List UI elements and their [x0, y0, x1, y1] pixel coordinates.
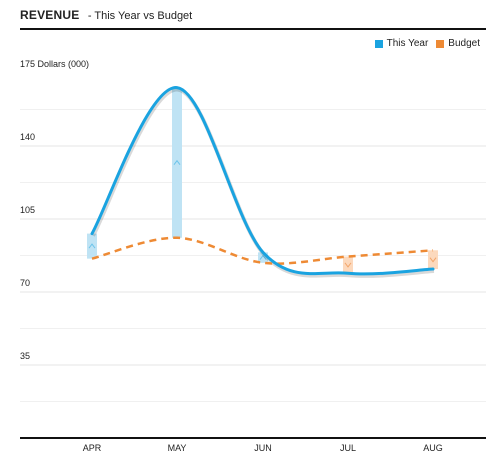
legend: This Year Budget: [374, 38, 480, 49]
series-line-budget: [91, 236, 434, 265]
y-tick-label-105: 105: [20, 205, 35, 215]
legend-label-this-year: This Year: [386, 38, 429, 49]
variance-arrow-aug: [429, 257, 437, 263]
legend-item-this-year[interactable]: This Year: [374, 38, 429, 49]
y-tick-label-175: 175 Dollars (000): [20, 59, 89, 69]
variance-arrow-jul: [344, 262, 352, 268]
variance-bar-aug: [428, 250, 438, 270]
x-tick-label-jun: JUN: [254, 443, 272, 453]
variance-bar-may: [172, 87, 182, 238]
x-tick-label-apr: APR: [83, 443, 102, 453]
legend-item-budget[interactable]: Budget: [436, 38, 480, 49]
x-tick-label-jul: JUL: [340, 443, 356, 453]
variance-bar-apr: [87, 233, 97, 259]
y-tick-label-70: 70: [20, 278, 30, 288]
variance-bar-jun: [258, 252, 268, 263]
chart-title-bar: REVENUE - This Year vs Budget: [20, 6, 486, 30]
x-tick-label-aug: AUG: [423, 443, 443, 453]
variance-arrow-apr: [88, 243, 96, 249]
legend-swatch-this-year: [374, 39, 383, 48]
chart-title: REVENUE: [20, 8, 80, 22]
chart-subtitle: - This Year vs Budget: [87, 10, 193, 22]
y-tick-label-140: 140: [20, 132, 35, 142]
legend-label-budget: Budget: [448, 38, 480, 49]
variance-bar-jul: [343, 256, 353, 274]
y-tick-label-35: 35: [20, 351, 30, 361]
series-line-this-year: [90, 86, 435, 276]
variance-arrow-may: [173, 159, 181, 165]
legend-swatch-budget: [436, 39, 445, 48]
variance-arrow-jun: [259, 254, 267, 260]
x-tick-label-may: MAY: [168, 443, 187, 453]
